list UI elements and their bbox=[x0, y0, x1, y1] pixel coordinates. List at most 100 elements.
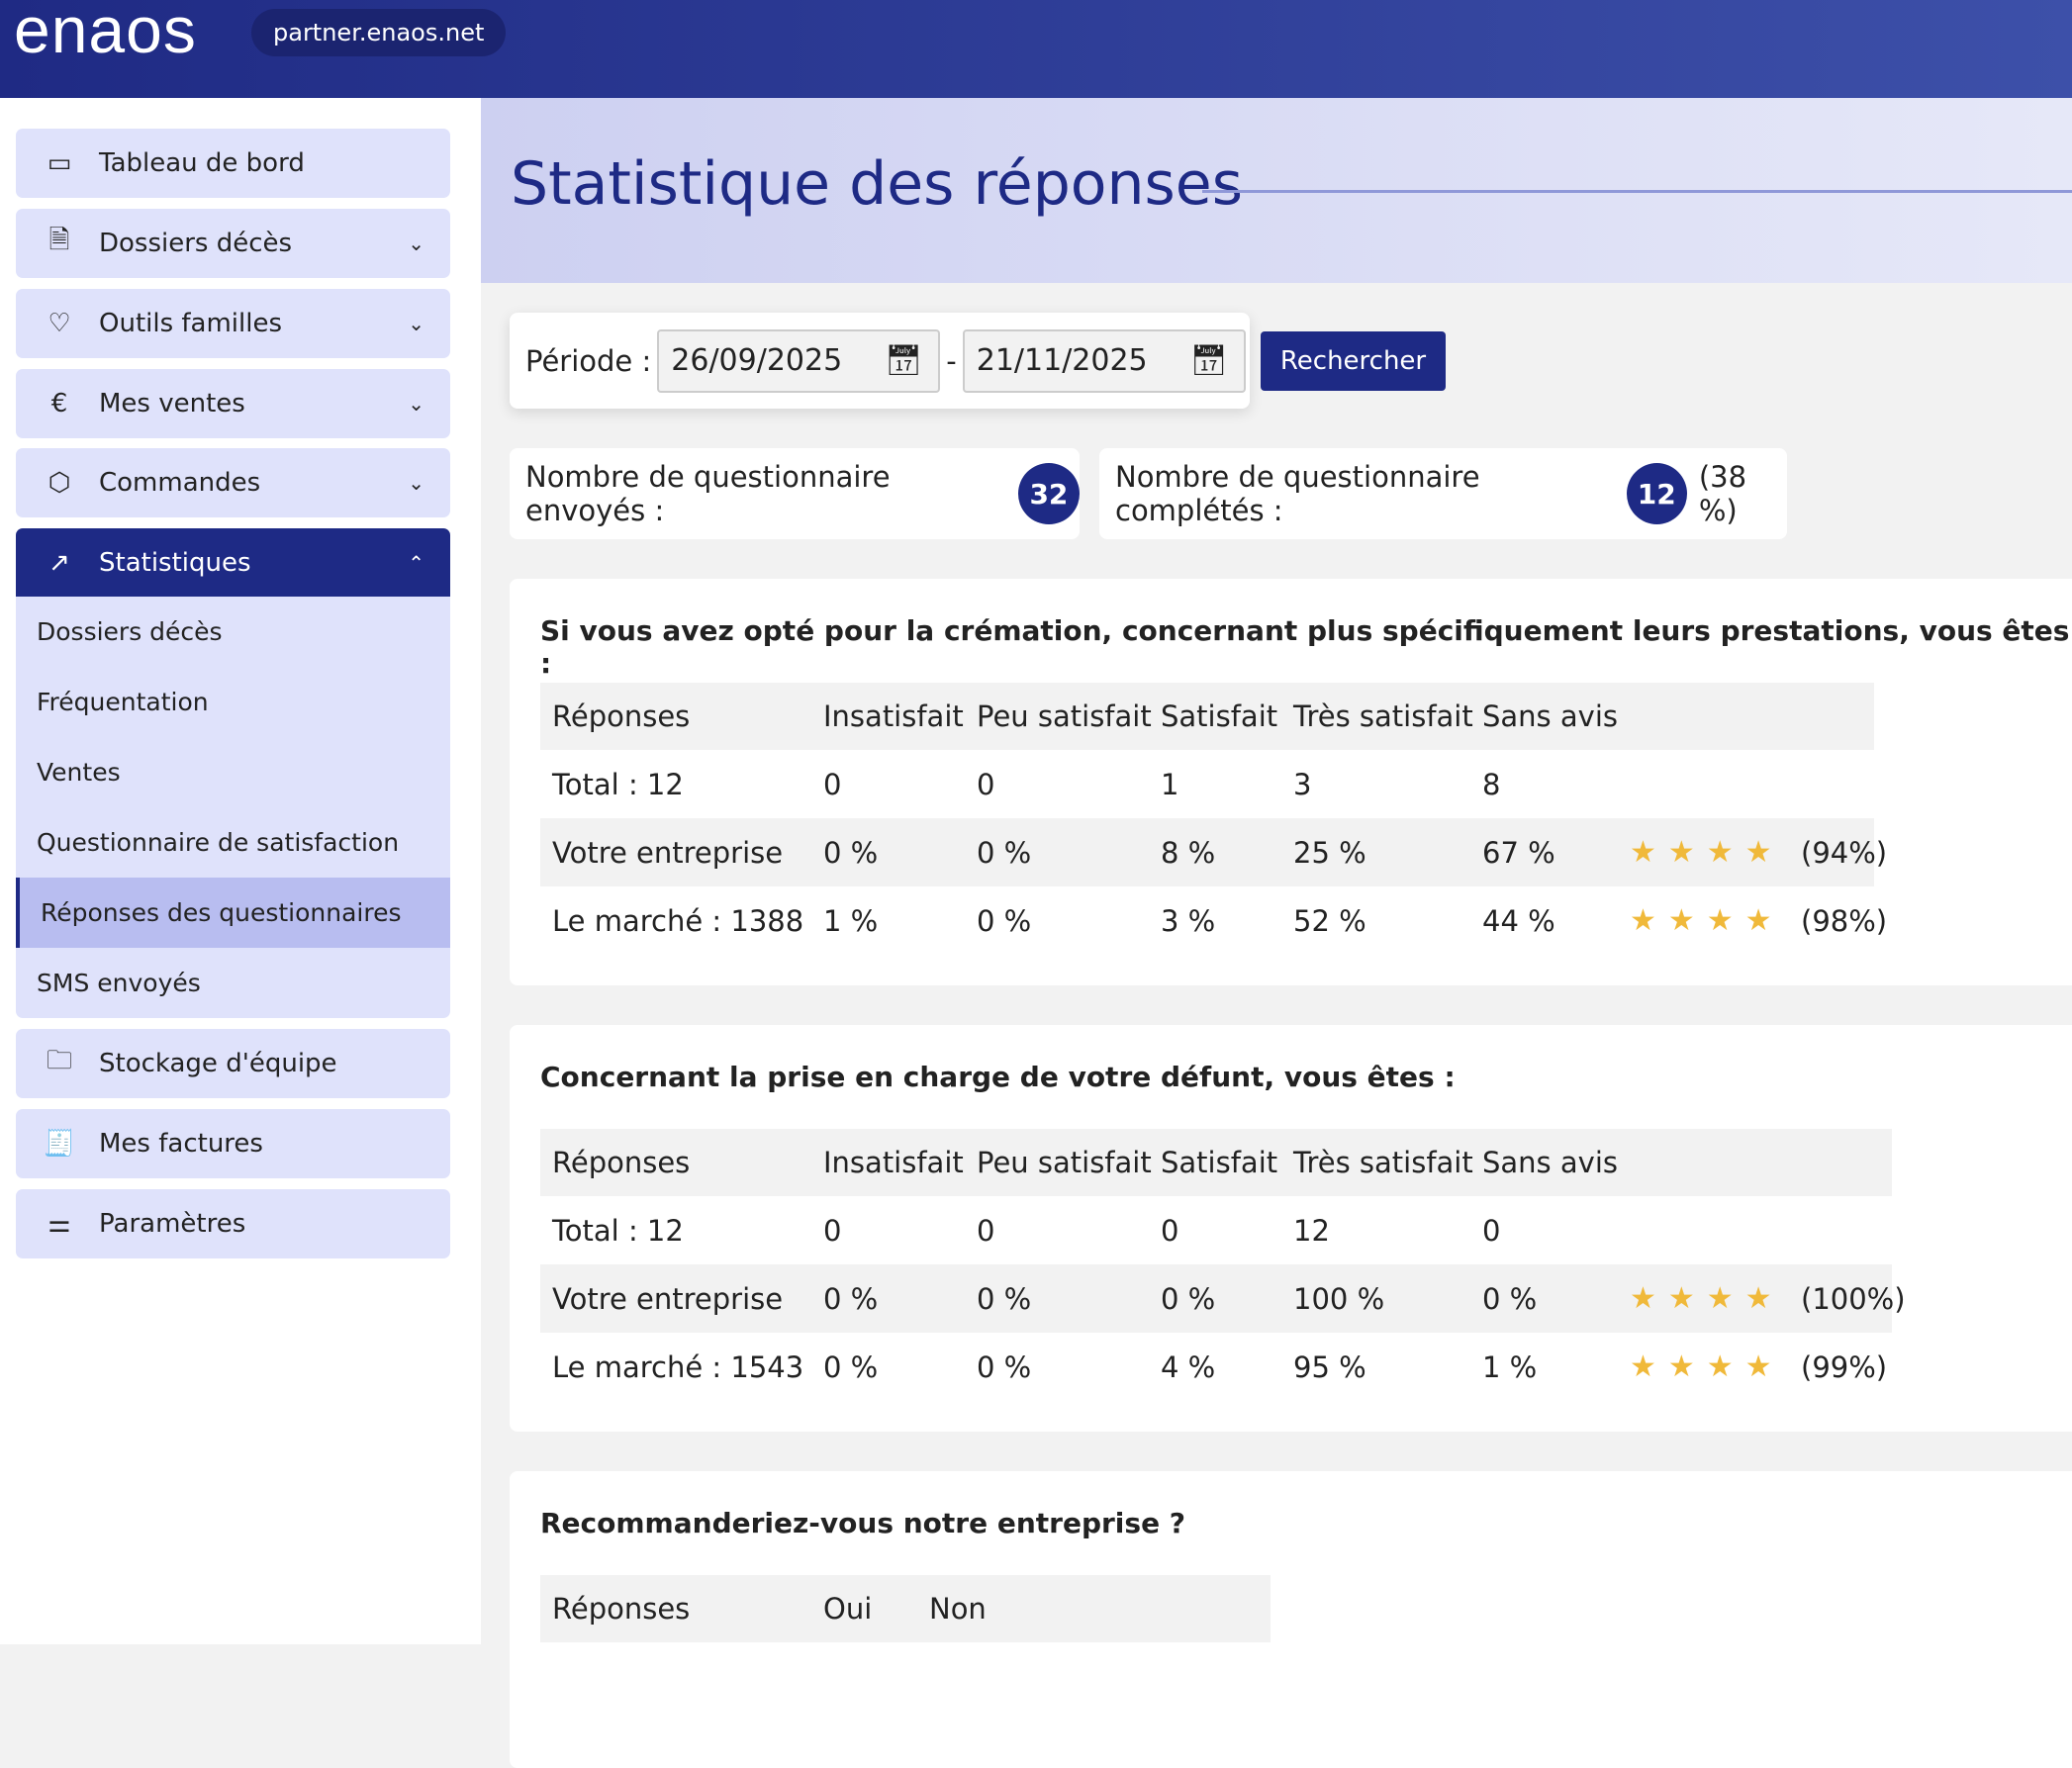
column-header: Sans avis bbox=[1482, 1146, 1618, 1179]
submenu-item[interactable]: Dossiers décès bbox=[37, 617, 223, 646]
completed-percent: (38 %) bbox=[1698, 460, 1747, 527]
search-button[interactable]: Rechercher bbox=[1261, 331, 1446, 391]
column-header: Insatisfait bbox=[823, 1146, 964, 1179]
column-header: Très satisfait bbox=[1293, 699, 1473, 733]
table-cell: 0 % bbox=[823, 835, 879, 870]
sidebar-item-label: Mes ventes bbox=[99, 389, 245, 419]
responses-table: Réponses Insatisfait Peu satisfait Satisfai… bbox=[540, 683, 1887, 955]
table-cell: 95 % bbox=[1293, 1349, 1366, 1384]
date-to-value: 21/11/2025 bbox=[976, 343, 1148, 378]
dashboard-icon: ▭ bbox=[47, 148, 72, 178]
submenu-item[interactable]: Ventes bbox=[37, 758, 121, 787]
sidebar-item-statistiques[interactable]: ↗ Statistiques ⌃ bbox=[16, 528, 450, 598]
table-cell: 1 % bbox=[823, 903, 879, 938]
sidebar-item-label: Outils familles bbox=[99, 309, 283, 338]
sidebar-item-tableau-de-bord[interactable]: ▭ Tableau de bord bbox=[16, 129, 450, 198]
table-header-row: Réponses Insatisfait Peu satisfait Satisfai… bbox=[540, 683, 1874, 750]
document-icon: 🗎 bbox=[48, 226, 70, 255]
table-cell: 0 % bbox=[977, 903, 1032, 938]
submenu-item[interactable]: Fréquentation bbox=[37, 688, 209, 716]
column-header: Oui bbox=[823, 1592, 873, 1626]
table-cell: 25 % bbox=[1293, 835, 1366, 870]
table-cell: 0 bbox=[977, 767, 995, 801]
table-cell: 1 % bbox=[1482, 1349, 1538, 1384]
table-cell: 0 bbox=[1482, 1213, 1501, 1248]
table-cell: 0 % bbox=[977, 835, 1032, 870]
question-card: Recommanderiez-vous notre entreprise ? Ré… bbox=[510, 1471, 2072, 1768]
rating-stars-icon: ★★★★ bbox=[1630, 1281, 1784, 1316]
sidebar: ▭ Tableau de bord 🗎 Dossiers décès ⌄ ♡ Outils … bbox=[0, 98, 481, 1644]
rating-stars-icon: ★★★★ bbox=[1630, 835, 1784, 870]
submenu-item[interactable]: Questionnaire de satisfaction bbox=[37, 828, 400, 857]
date-from-input[interactable]: 26/09/2025 📅︎ bbox=[657, 328, 941, 393]
sent-count-badge: 32 bbox=[1017, 463, 1080, 524]
column-header: Satisfait bbox=[1161, 699, 1278, 733]
date-to-input[interactable]: 21/11/2025 📅︎ bbox=[962, 328, 1246, 393]
table-cell: 67 % bbox=[1482, 835, 1555, 870]
calendar-icon[interactable]: 📅︎ bbox=[885, 343, 923, 378]
partner-url-badge: partner.enaos.net bbox=[251, 9, 507, 56]
table-row: Le marché : 1388 1 % 0 % 3 % 52 % 44 % ★★★★ (98… bbox=[540, 886, 1887, 955]
responses-table: Réponses Oui Non bbox=[540, 1575, 1271, 1642]
column-header: Réponses bbox=[552, 1146, 691, 1179]
table-row: Total : 12 0 0 0 12 0 bbox=[540, 1196, 1892, 1264]
table-cell: 8 bbox=[1482, 767, 1501, 801]
table-cell: 0 bbox=[977, 1213, 995, 1248]
question-card: Si vous avez opté pour la crémation, con… bbox=[510, 579, 2072, 985]
table-cell: 52 % bbox=[1293, 903, 1366, 938]
sidebar-item-stockage-d-équipe[interactable]: 🗀 Stockage d'équipe bbox=[16, 1029, 450, 1098]
sidebar-item-commandes[interactable]: ⬡ Commandes ⌄ bbox=[16, 448, 450, 517]
column-header: Peu satisfait bbox=[977, 699, 1152, 733]
submenu-item[interactable]: Réponses des questionnaires bbox=[16, 878, 450, 948]
table-cell: Le marché : 1388 bbox=[552, 903, 804, 938]
sliders-icon: ⚌ bbox=[47, 1209, 71, 1239]
rating-stars-icon: ★★★★ bbox=[1630, 903, 1784, 938]
calendar-icon[interactable]: 📅︎ bbox=[1189, 343, 1228, 378]
table-cell: 0 bbox=[823, 767, 842, 801]
table-cell: Total : 12 bbox=[552, 767, 684, 801]
sidebar-item-mes-ventes[interactable]: € Mes ventes ⌄ bbox=[16, 369, 450, 438]
table-cell: 8 % bbox=[1161, 835, 1216, 870]
sidebar-item-dossiers-décès[interactable]: 🗎 Dossiers décès ⌄ bbox=[16, 209, 450, 278]
page-header: Statistique des réponses bbox=[481, 98, 2072, 283]
chevron-down-icon: ⌄ bbox=[408, 392, 424, 416]
table-cell: 44 % bbox=[1482, 903, 1555, 938]
table-row: Votre entreprise 0 % 0 % 8 % 25 % 67 % ★★★★ (94… bbox=[540, 818, 1887, 886]
question-title: Recommanderiez-vous notre entreprise ? bbox=[540, 1507, 1186, 1539]
chevron-down-icon: ⌄ bbox=[408, 312, 424, 335]
table-cell: 0 % bbox=[823, 1349, 879, 1384]
table-cell: 0 % bbox=[1161, 1281, 1216, 1316]
box-icon: ⬡ bbox=[47, 468, 71, 498]
table-cell: 1 bbox=[1161, 767, 1179, 801]
title-divider bbox=[1202, 190, 2072, 193]
table-cell: Votre entreprise bbox=[552, 835, 784, 870]
column-header: Très satisfait bbox=[1293, 1146, 1473, 1179]
sidebar-item-label: Paramètres bbox=[99, 1209, 246, 1239]
sidebar-item-mes-factures[interactable]: 🧾 Mes factures bbox=[16, 1109, 450, 1178]
column-header: Non bbox=[929, 1592, 987, 1626]
responses-table: Réponses Insatisfait Peu satisfait Satisfai… bbox=[540, 1129, 1906, 1401]
completed-label: Nombre de questionnaire complétés : bbox=[1115, 460, 1480, 527]
sidebar-item-paramètres[interactable]: ⚌ Paramètres bbox=[16, 1189, 450, 1258]
table-cell: 3 bbox=[1293, 767, 1312, 801]
table-cell: 4 % bbox=[1161, 1349, 1216, 1384]
column-header: Insatisfait bbox=[823, 699, 964, 733]
table-cell: 0 bbox=[1161, 1213, 1179, 1248]
folder-icon: 🗀 bbox=[46, 1046, 72, 1075]
sidebar-item-outils-familles[interactable]: ♡ Outils familles ⌄ bbox=[16, 289, 450, 358]
table-cell: 100 % bbox=[1293, 1281, 1385, 1316]
table-header-row: Réponses Oui Non bbox=[540, 1575, 1271, 1642]
submenu-item[interactable]: SMS envoyés bbox=[37, 969, 201, 997]
enaos-logo[interactable]: enaos bbox=[14, 0, 197, 66]
chevron-down-icon: ⌄ bbox=[408, 471, 424, 495]
table-cell: 12 bbox=[1293, 1213, 1330, 1248]
sidebar-item-label: Tableau de bord bbox=[99, 148, 305, 178]
table-cell: Total : 12 bbox=[552, 1213, 684, 1248]
rating-stars-icon: ★★★★ bbox=[1630, 1349, 1784, 1384]
table-cell: 0 % bbox=[1482, 1281, 1538, 1316]
table-cell: (99%) bbox=[1801, 1349, 1888, 1384]
chevron-up-icon: ⌃ bbox=[408, 551, 424, 575]
column-header: Satisfait bbox=[1161, 1146, 1278, 1179]
question-title: Si vous avez opté pour la crémation, con… bbox=[540, 614, 2070, 680]
question-card: Concernant la prise en charge de votre d… bbox=[510, 1025, 2072, 1432]
